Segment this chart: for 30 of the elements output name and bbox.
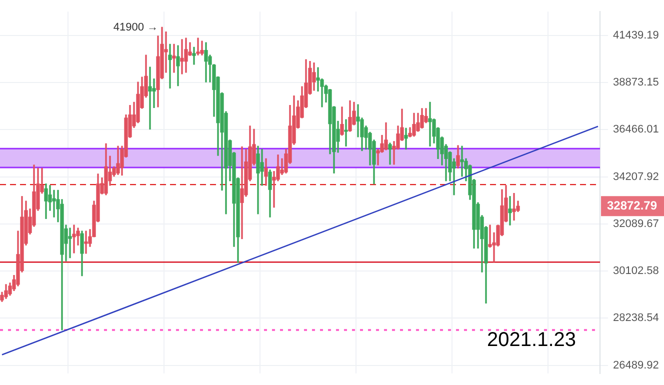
candlestick [512,192,516,221]
candlestick [460,146,464,177]
candlestick [72,224,76,254]
candlestick [240,146,244,240]
annotation: 41900 → [113,22,158,34]
y-tick-label: 41439.19 [613,29,659,42]
candlestick [180,39,184,74]
candlestick [68,228,72,258]
candlestick [168,44,172,88]
annotation: 2021.1.23 [487,328,576,351]
candlestick [176,45,180,86]
y-tick-label: 28238.54 [613,312,659,324]
text: 32872.79 [606,198,658,212]
candlestick [508,196,512,226]
candlestick [388,142,392,165]
y-tick-label: 30102.58 [613,265,659,278]
candlestick [428,102,432,146]
candlestick [84,230,88,254]
candlestick [148,66,152,130]
y-tick-label: 26489.92 [613,359,659,372]
y-tick-label: 32089.67 [613,218,659,230]
candlestick [196,38,200,56]
candlestick [152,78,156,108]
candlestick [172,44,176,73]
y-tick-label: 38873.15 [613,76,659,89]
y-tick-label: 34207.92 [613,170,659,183]
candlestick [404,128,408,150]
candlestick [200,40,204,56]
y-tick-label: 36466.01 [613,124,659,136]
candlestick [192,46,196,65]
